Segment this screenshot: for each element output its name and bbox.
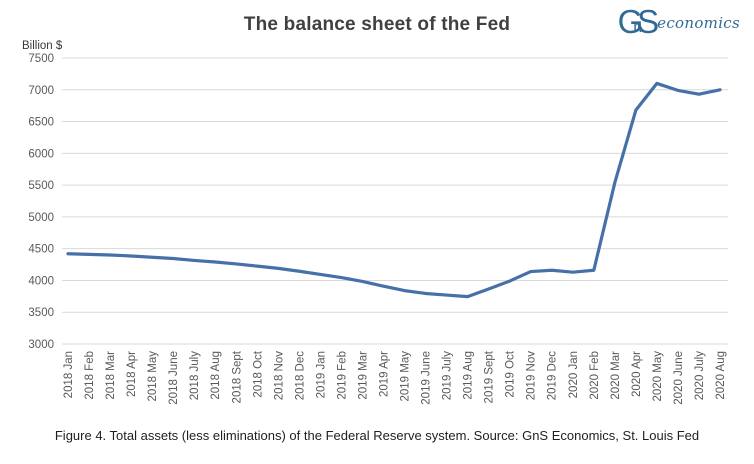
x-tick-label: 2019 Feb xyxy=(336,351,348,400)
x-tick-label: 2018 Nov xyxy=(273,351,285,400)
x-tick-label: 2020 June xyxy=(673,351,685,405)
x-tick-label: 2018 Dec xyxy=(294,351,306,400)
x-tick-label: 2019 Sept xyxy=(484,350,496,403)
x-tick-label: 2018 July xyxy=(189,351,201,400)
chart-title: The balance sheet of the Fed xyxy=(243,14,511,35)
y-tick-label: 4000 xyxy=(28,275,54,287)
x-tick-label: 2020 Aug xyxy=(715,351,727,400)
y-tick-label: 5000 xyxy=(28,212,54,224)
x-tick-label: 2019 Jan xyxy=(315,351,327,398)
y-axis-unit-label: Billion $ xyxy=(22,40,63,52)
logo-letter-n: n xyxy=(633,19,643,36)
x-tick-label: 2019 May xyxy=(400,351,412,402)
x-tick-label: 2020 May xyxy=(652,351,664,402)
logo-letter-s: S xyxy=(637,3,660,40)
y-tick-label: 6500 xyxy=(28,117,54,129)
x-tick-label: 2020 Mar xyxy=(610,351,622,400)
x-tick-label: 2019 Nov xyxy=(526,351,538,400)
x-tick-label: 2020 July xyxy=(694,351,706,400)
fed-assets-data-line xyxy=(66,81,722,299)
logo-economics-text: economics xyxy=(657,14,740,32)
x-tick-label: 2018 June xyxy=(168,351,180,405)
x-tick-label: 2018 Jan xyxy=(63,351,75,398)
x-tick-label: 2018 Sept xyxy=(231,350,243,403)
figure-caption: Figure 4. Total assets (less elimination… xyxy=(54,428,700,443)
x-tick-label: 2020 Jan xyxy=(568,351,580,398)
x-tick-label: 2019 Apr xyxy=(378,351,390,397)
x-tick-label: 2018 Feb xyxy=(84,351,96,400)
x-tick-label: 2018 Oct xyxy=(252,350,264,397)
x-tick-label: 2019 June xyxy=(421,351,433,405)
y-tick-label: 7500 xyxy=(28,53,54,65)
x-tick-label: 2018 May xyxy=(147,351,159,402)
x-tick-label: 2019 Mar xyxy=(357,351,369,400)
y-tick-label: 3000 xyxy=(28,339,54,351)
x-tick-label: 2018 Apr xyxy=(126,351,138,397)
x-tick-label: 2019 Oct xyxy=(505,350,517,397)
x-tick-label: 2020 Apr xyxy=(631,351,643,397)
y-tick-label: 7000 xyxy=(28,85,54,97)
y-tick-label: 4500 xyxy=(28,244,54,256)
y-tick-label: 3500 xyxy=(28,307,54,319)
y-tick-label: 6000 xyxy=(28,148,54,160)
x-tick-label: 2019 Aug xyxy=(463,351,475,400)
logo-letter-g: G xyxy=(617,3,644,40)
x-tick-label: 2019 July xyxy=(442,351,454,400)
x-tick-label: 2018 Mar xyxy=(105,351,117,400)
x-tick-label: 2019 Dec xyxy=(547,351,559,400)
x-tick-label: 2018 Aug xyxy=(210,351,222,400)
y-tick-label: 5500 xyxy=(28,180,54,192)
x-tick-label: 2020 Feb xyxy=(589,351,601,400)
